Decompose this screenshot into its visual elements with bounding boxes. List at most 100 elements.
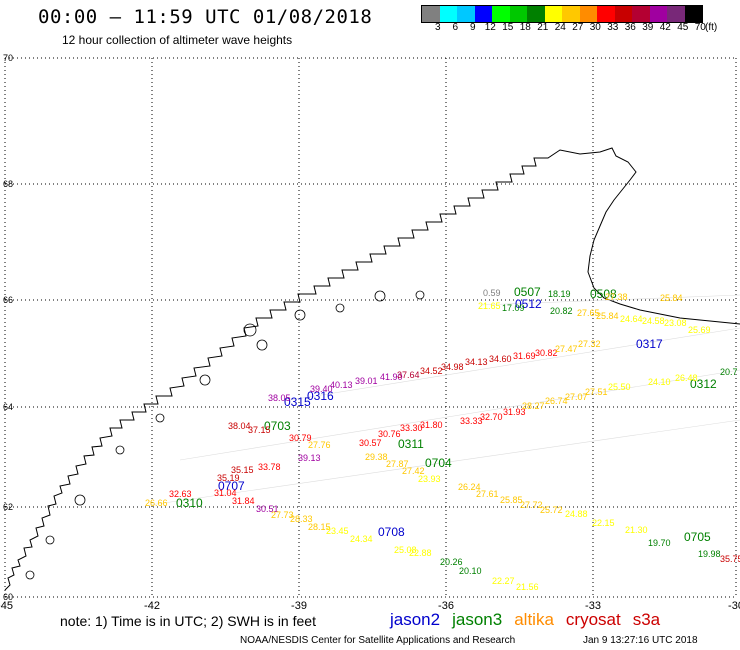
pass-time-label: 0512 — [515, 297, 542, 311]
island — [256, 339, 268, 351]
lon-tick-label: -30 — [728, 600, 740, 612]
wave-height-label: 19.98 — [698, 549, 721, 559]
wave-height-label: 25.84 — [660, 293, 683, 303]
pass-time-label: 0316 — [307, 389, 334, 403]
lon-tick-label: -33 — [585, 600, 601, 612]
color-scale-unit: (ft) — [705, 22, 718, 33]
wave-height-label: 27.51 — [585, 387, 608, 397]
pass-time-label: 0310 — [176, 496, 203, 510]
wave-height-label: 34.52 — [420, 366, 443, 376]
lon-tick-label: -42 — [144, 600, 160, 612]
wave-height-label: 27.73 — [271, 510, 294, 520]
wave-height-label: 22.88 — [409, 548, 432, 558]
wave-height-label: 22.27 — [492, 576, 515, 586]
wave-height-label: 22.15 — [592, 518, 615, 528]
lon-tick-label: -45 — [0, 600, 13, 612]
wave-height-label: 25.85 — [500, 495, 523, 505]
wave-height-label: 27.65 — [577, 308, 600, 318]
legend-swatch — [544, 6, 562, 22]
wave-height-label: 27.42 — [402, 466, 425, 476]
wave-height-label: 37.15 — [248, 425, 271, 435]
satellite-name-jason2: jason2 — [390, 610, 441, 629]
latitude-labels: 70 68 66 64 62 60 — [3, 53, 13, 602]
legend-swatch — [457, 6, 475, 22]
legend-swatch — [579, 6, 597, 22]
pass-time-label: 0311 — [398, 437, 424, 451]
legend-swatch — [684, 6, 702, 22]
wave-height-label: 39.40 — [310, 384, 333, 394]
satellite-track — [289, 327, 740, 401]
wave-height-label: 30.79 — [289, 433, 312, 443]
legend-swatch — [614, 6, 632, 22]
legend-swatch — [439, 6, 457, 22]
legend-label: 9 — [469, 22, 476, 33]
wave-height-label: 20.26 — [440, 557, 463, 567]
wave-height-label: 27.38 — [605, 292, 628, 302]
wave-height-label: 23.45 — [326, 526, 349, 536]
wave-height-label: 37.64 — [397, 370, 420, 380]
color-scale-bar — [421, 5, 703, 23]
footnote: note: 1) Time is in UTC; 2) SWH is in fe… — [60, 613, 316, 629]
wave-height-label: 32.70 — [480, 412, 503, 422]
wave-height-label: 25.50 — [608, 382, 631, 392]
wave-height-label: 34.13 — [465, 357, 488, 367]
graticule-grid — [4, 57, 737, 598]
legend-label: 18 — [519, 22, 531, 33]
wave-height-label: 31.04 — [214, 488, 237, 498]
pass-time-label: 0708 — [378, 525, 405, 539]
wave-height-label: 35.75 — [720, 554, 740, 564]
wave-height-label: 40.13 — [330, 380, 353, 390]
wave-height-label: 34.60 — [489, 354, 512, 364]
legend-label: 6 — [452, 22, 459, 33]
wave-height-label: 31.93 — [503, 407, 526, 417]
legend-swatch — [632, 6, 650, 22]
wave-height-label: 24.10 — [648, 377, 671, 387]
wave-height-label: 38.04 — [228, 421, 251, 431]
wave-height-label: 27.47 — [555, 344, 578, 354]
wave-height-label: 24.88 — [565, 509, 588, 519]
legend-label: 42 — [659, 22, 671, 33]
color-scale-labels: 3 6 9 12 15 18 21 24 27 30 33 36 39 42 45 70 — [421, 22, 740, 36]
pass-time-label: 0707 — [218, 479, 245, 493]
island — [415, 290, 425, 300]
legend-label: 15 — [502, 22, 514, 33]
pass-time-label: 0508 — [590, 287, 617, 301]
island — [25, 570, 35, 580]
wave-height-label: 30.76 — [378, 429, 401, 439]
legend-swatch — [649, 6, 667, 22]
wave-height-label: 20.7 — [720, 367, 738, 377]
wave-height-label: 25.69 — [688, 325, 711, 335]
satellite-track — [479, 294, 740, 306]
island — [155, 413, 165, 423]
wave-height-label: 34.98 — [441, 362, 464, 372]
legend-swatch — [597, 6, 615, 22]
island — [115, 445, 125, 455]
wave-height-label: 24.58 — [642, 316, 665, 326]
lat-tick-label: 60 — [3, 592, 13, 602]
wave-height-label: 30.82 — [535, 348, 558, 358]
wave-height-label: 17.09 — [502, 303, 525, 313]
legend-swatch — [509, 6, 527, 22]
wave-height-label: 30.57 — [359, 438, 382, 448]
wave-height-label: 18.19 — [548, 289, 571, 299]
wave-height-label: 27.07 — [565, 392, 588, 402]
island — [45, 535, 55, 545]
wave-height-label: 21.65 — [478, 301, 501, 311]
wave-height-label: 39.13 — [298, 453, 321, 463]
satellite-tracks — [149, 294, 740, 506]
wave-height-label: 35.19 — [217, 473, 240, 483]
pass-time-label: 0704 — [425, 456, 452, 470]
legend-swatch — [474, 6, 492, 22]
wave-height-label: 19.70 — [648, 538, 671, 548]
lon-tick-label: -39 — [291, 600, 307, 612]
map-title: 00:00 – 11:59 UTC 01/08/2018 — [38, 6, 373, 28]
wave-height-label: 32.63 — [169, 489, 192, 499]
pass-time-label: 0703 — [264, 419, 291, 433]
legend-swatch — [492, 6, 510, 22]
legend-label: 30 — [589, 22, 601, 33]
wave-height-label: 26.66 — [145, 498, 168, 508]
legend-swatch — [527, 6, 545, 22]
